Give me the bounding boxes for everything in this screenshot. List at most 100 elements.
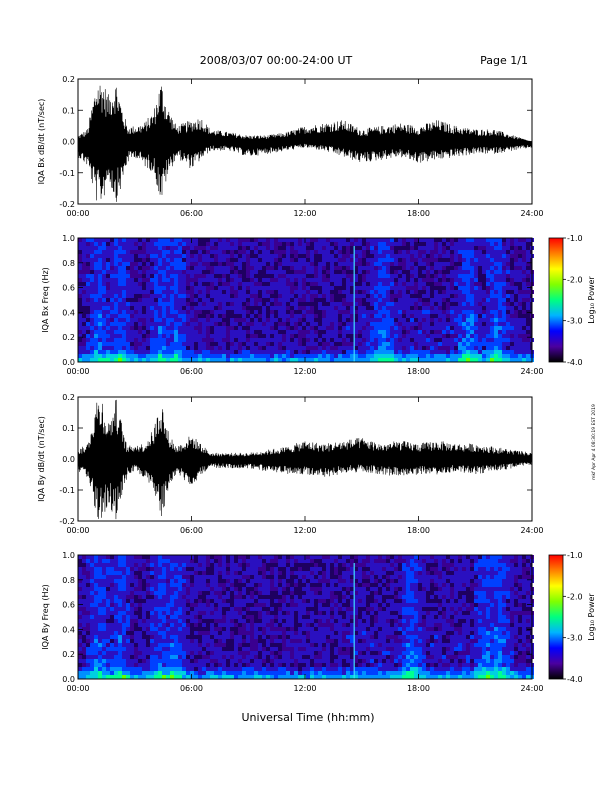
spectrogram-cell [282,262,286,266]
spectrogram-cell [294,671,298,675]
spectrogram-cell [146,358,150,362]
spectrogram-cell [494,242,498,246]
spectrogram-cell [322,571,326,575]
spectrogram-cell [258,350,262,354]
spectrogram-cell [346,350,350,354]
spectrogram-cell [102,274,106,278]
spectrogram-cell [282,310,286,314]
spectrogram-cell [86,611,90,615]
spectrogram-cell [190,671,194,675]
spectrogram-cell [242,671,246,675]
spectrogram-cell [370,358,374,362]
spectrogram-cell [178,346,182,350]
spectrogram-cell [102,647,106,651]
spectrogram-cell [106,238,110,242]
spectrogram-cell [442,290,446,294]
spectrogram-cell [126,611,130,615]
spectrogram-cell [290,358,294,362]
spectrogram-cell [278,667,282,671]
spectrogram-cell [354,298,358,302]
spectrogram-cell [242,338,246,342]
spectrogram-cell [78,603,82,607]
spectrogram-cell [366,242,370,246]
spectrogram-cell [154,238,158,242]
spectrogram-cell [182,643,186,647]
spectrogram-cell [498,334,502,338]
spectrogram-cell [110,326,114,330]
spectrogram-cell [482,266,486,270]
spectrogram-cell [222,310,226,314]
spectrogram-cell [126,322,130,326]
spectrogram-cell [182,254,186,258]
spectrogram-cell [246,258,250,262]
spectrogram-cell [310,294,314,298]
spectrogram-cell [122,675,126,679]
spectrogram-cell [386,262,390,266]
spectrogram-cell [454,338,458,342]
spectrogram-cell [382,334,386,338]
spectrogram-cell [502,254,506,258]
spectrogram-cell [98,346,102,350]
spectrogram-cell [206,675,210,679]
spectrogram-cell [258,254,262,258]
spectrogram-cell [426,246,430,250]
spectrogram-cell [470,318,474,322]
spectrogram-cell [266,338,270,342]
spectrogram-cell [462,318,466,322]
spectrogram-cell [266,286,270,290]
spectrogram-cell [238,603,242,607]
spectrogram-cell [406,342,410,346]
spectrogram-cell [250,262,254,266]
spectrogram-cell [182,242,186,246]
spectrogram-cell [338,635,342,639]
spectrogram-cell [118,306,122,310]
spectrogram-cell [518,302,522,306]
spectrogram-cell [166,587,170,591]
spectrogram-cell [114,306,118,310]
spectrogram-cell [126,262,130,266]
spectrogram-cell [378,258,382,262]
spectrogram-cell [322,659,326,663]
spectrogram-cell [94,294,98,298]
spectrogram-cell [442,238,446,242]
spectrogram-cell [82,262,86,266]
spectrogram-cell [158,571,162,575]
spectrogram-cell [170,278,174,282]
spectrogram-cell [354,591,358,595]
spectrogram-cell [286,667,290,671]
spectrogram-cell [338,290,342,294]
spectrogram-cell [242,675,246,679]
spectrogram-cell [494,354,498,358]
spectrogram-cell [114,286,118,290]
spectrogram-cell [174,655,178,659]
spectrogram-cell [170,607,174,611]
spectrogram-cell [162,334,166,338]
spectrogram-cell [314,663,318,667]
spectrogram-cell [198,603,202,607]
spectrogram-cell [230,238,234,242]
spectrogram-cell [186,350,190,354]
spectrogram-cell [466,278,470,282]
spectrogram-cell [126,579,130,583]
spectrogram-cell [294,635,298,639]
spectrogram-cell [262,238,266,242]
x-tick-label: 24:00 [520,367,543,376]
spectrogram-cell [390,298,394,302]
spectrogram-cell [398,338,402,342]
spectrogram-cell [322,322,326,326]
spectrogram-cell [282,274,286,278]
spectrogram-cell [114,326,118,330]
spectrogram-cell [358,242,362,246]
spectrogram-cell [194,579,198,583]
spectrogram-cell [310,258,314,262]
spectrogram-cell [222,659,226,663]
spectrogram-cell [510,282,514,286]
spectrogram-cell [318,663,322,667]
spectrogram-cell [194,659,198,663]
spectrogram-cell [306,338,310,342]
spectrogram-cell [434,274,438,278]
spectrogram-cell [150,623,154,627]
spectrogram-cell [370,282,374,286]
spectrogram-cell [214,611,218,615]
spectrogram-cell [262,338,266,342]
